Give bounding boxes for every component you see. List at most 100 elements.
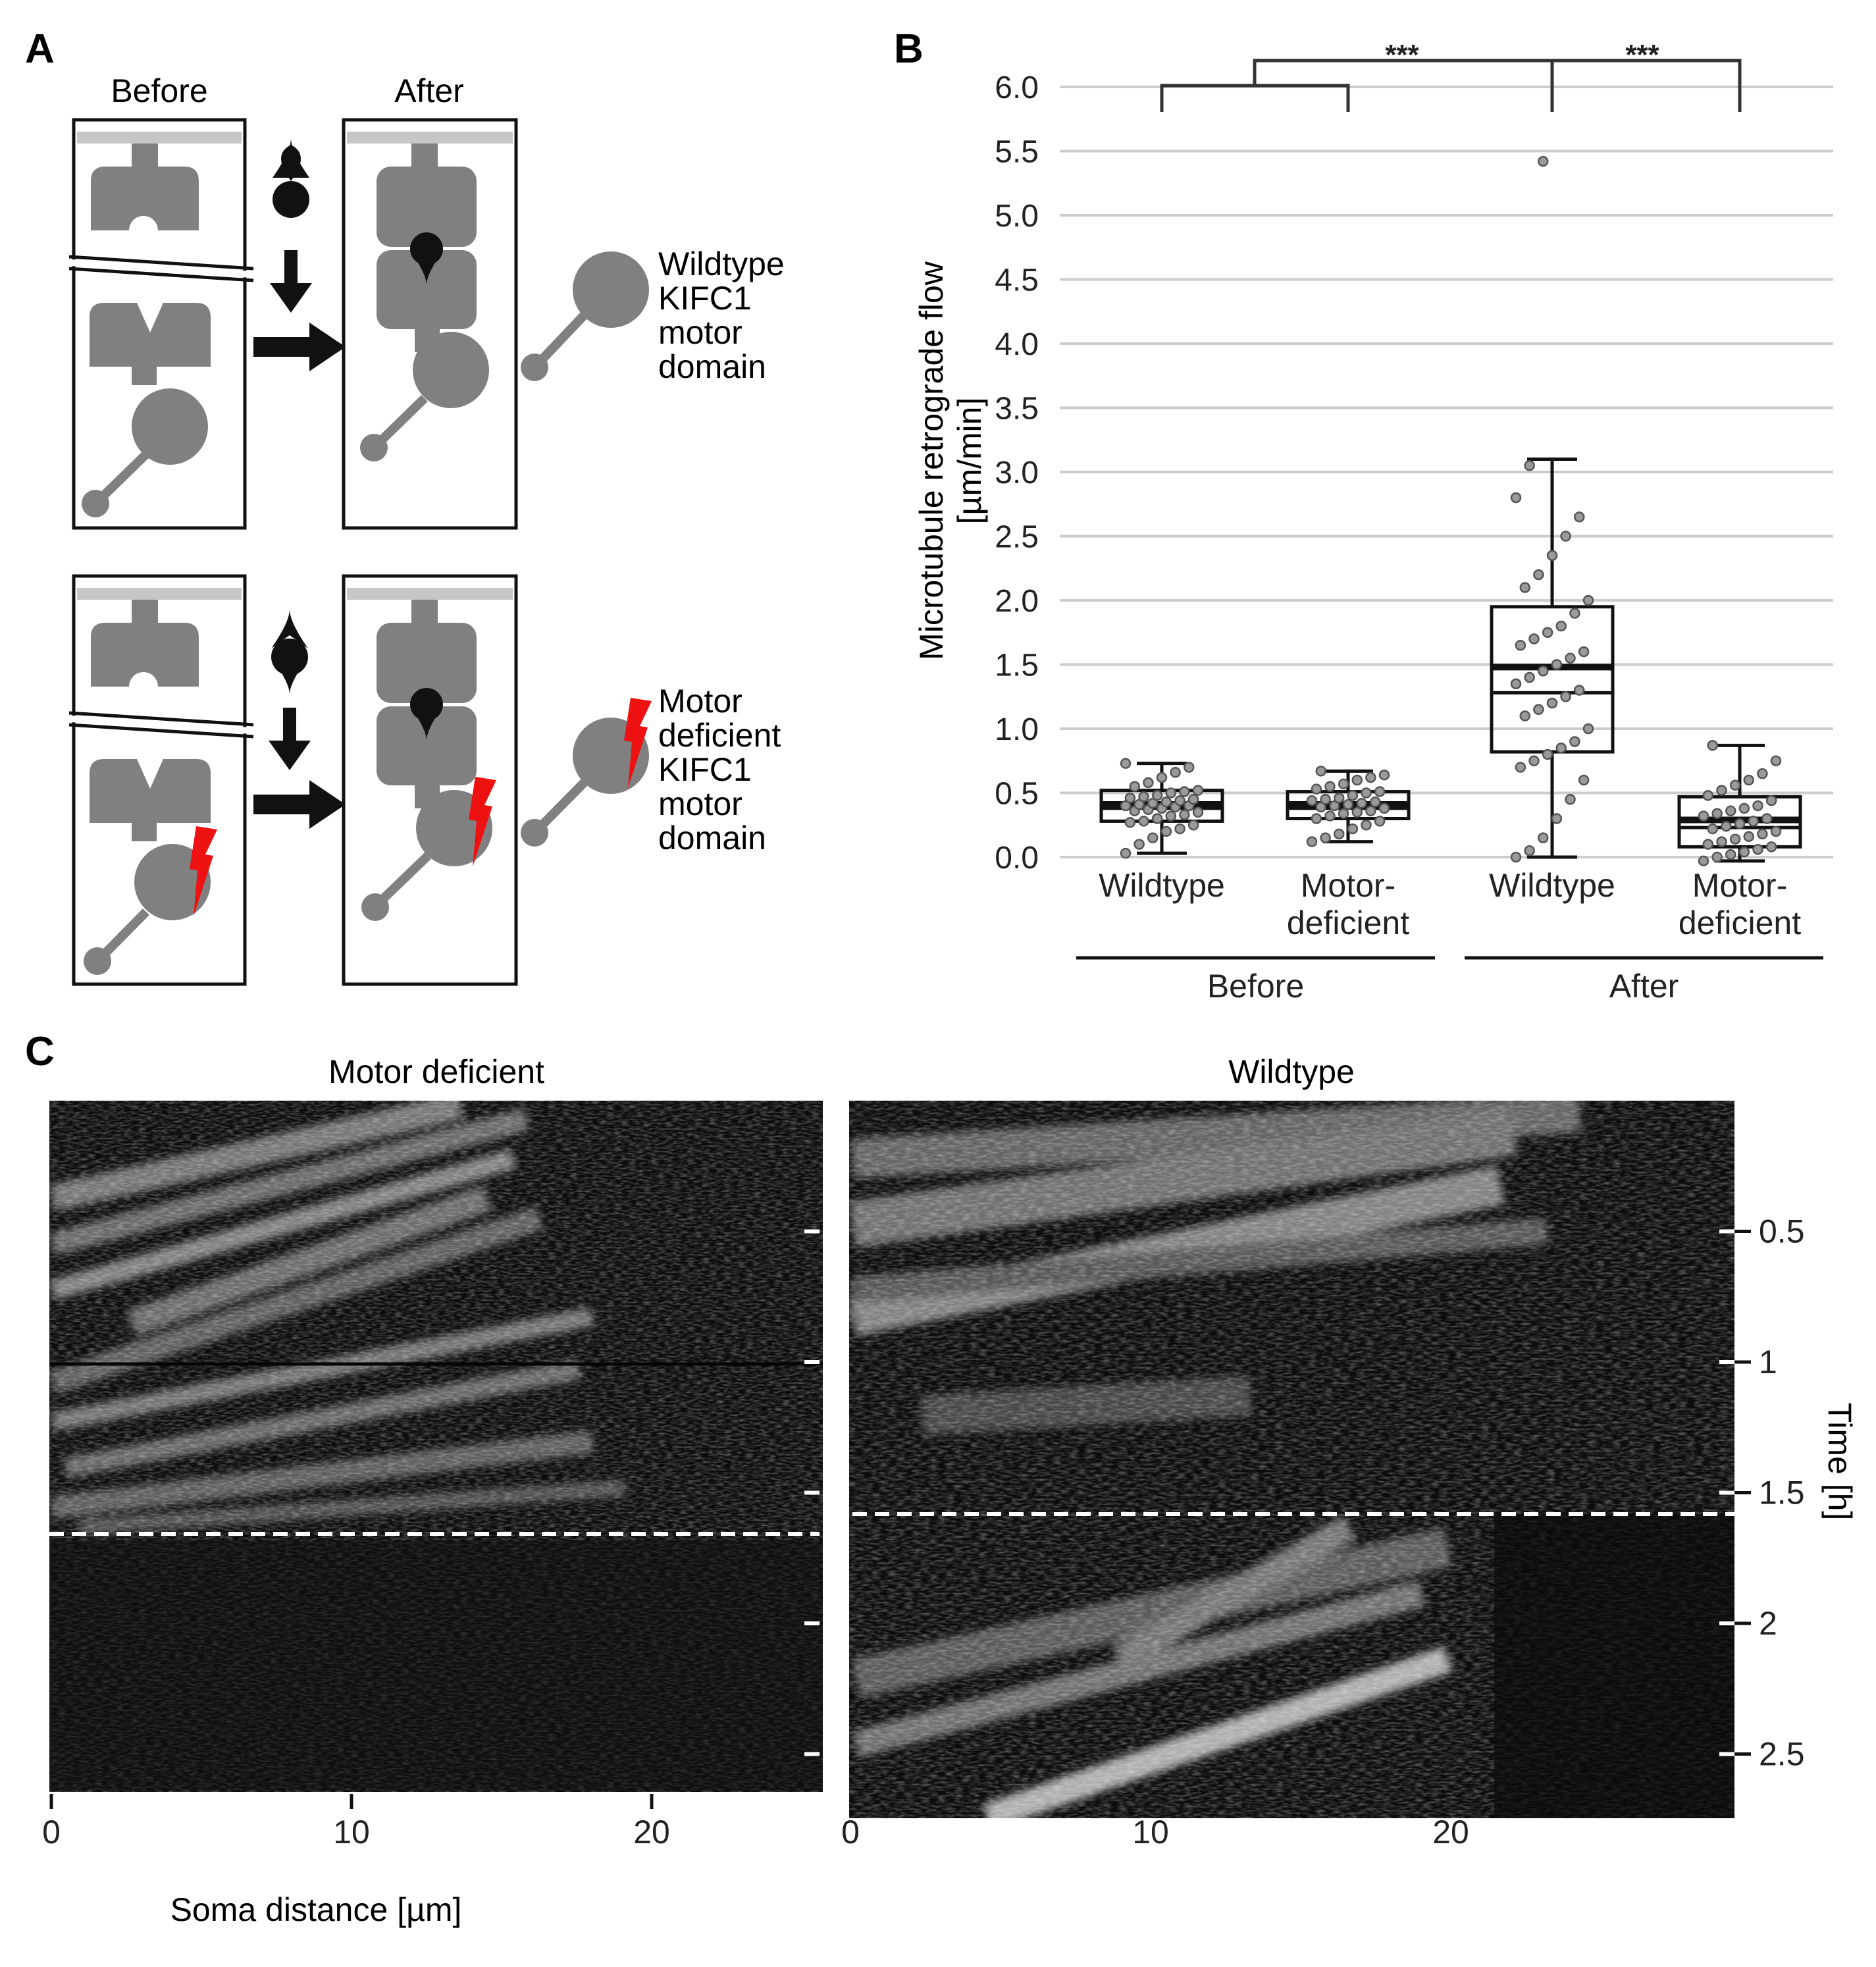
x-tick-label: 0 — [841, 1814, 860, 1850]
kymograph-title-motor-deficient: Motor deficient — [328, 1053, 544, 1090]
group-labels: Before After — [1076, 956, 1823, 1005]
data-point — [1329, 800, 1340, 812]
data-point — [1192, 806, 1204, 818]
y-tick-label: 2.5 — [1759, 1736, 1805, 1773]
data-point — [1365, 805, 1376, 817]
data-point — [1147, 832, 1159, 843]
data-point — [1702, 839, 1714, 850]
data-point — [1510, 851, 1522, 863]
data-point — [1160, 826, 1172, 837]
data-point — [1315, 766, 1326, 777]
data-point — [1120, 758, 1132, 769]
data-point — [1765, 841, 1777, 852]
data-point — [1578, 774, 1590, 786]
x-tick-label: Motor- — [1301, 867, 1395, 904]
data-point — [1538, 666, 1549, 677]
row2-label: Motor deficient KIFC1 motor domain — [658, 683, 781, 856]
row2-label-line2: deficient — [658, 717, 781, 754]
data-point — [1729, 779, 1741, 791]
data-point — [1770, 755, 1782, 766]
data-point — [1574, 685, 1585, 696]
y-tick-label: 1.5 — [1759, 1475, 1805, 1511]
data-point — [1707, 823, 1718, 835]
data-point — [1320, 832, 1331, 843]
data-point — [1711, 808, 1723, 819]
data-point — [1510, 678, 1522, 689]
data-point — [1748, 816, 1759, 827]
x-tick-label: Wildtype — [1099, 867, 1225, 904]
data-point — [1356, 797, 1367, 809]
kymograph-motor-deficient — [49, 1101, 823, 1792]
data-point — [1515, 762, 1526, 773]
y-tick-label: 2 — [1759, 1605, 1777, 1642]
y-tick-label: 0.0 — [995, 841, 1039, 876]
data-point — [1551, 813, 1563, 824]
x-tick-label: deficient — [1287, 905, 1409, 941]
x-tick-label: 10 — [333, 1814, 370, 1850]
data-point — [1138, 791, 1149, 802]
data-point — [1542, 627, 1553, 638]
data-point — [1351, 806, 1363, 818]
box-plot: 0.00.51.01.52.02.53.03.54.04.55.05.56.0 … — [913, 39, 1833, 1005]
data-point — [1524, 845, 1535, 856]
x-tick-label: 20 — [1432, 1814, 1469, 1850]
data-point — [1721, 820, 1732, 832]
y-tick-label: 0.5 — [995, 777, 1039, 812]
data-point — [1510, 492, 1522, 504]
row2-label-line3: KIFC1 — [658, 751, 752, 788]
data-point — [1761, 813, 1773, 824]
row1-label: Wildtype KIFC1 motor domain — [658, 246, 785, 385]
after-box-wildtype — [342, 118, 518, 530]
data-point — [1716, 836, 1727, 847]
data-point — [1770, 826, 1782, 837]
panel-a-schematic: Before After — [68, 72, 785, 986]
data-point — [1151, 813, 1163, 824]
data-point — [1351, 774, 1363, 786]
data-point — [1192, 785, 1204, 796]
data-point — [1311, 813, 1322, 824]
y-tick-label: 2.5 — [995, 520, 1039, 555]
data-point — [1160, 796, 1172, 808]
y-axis-label-time: Time [h] — [1821, 1403, 1858, 1521]
data-point — [1565, 652, 1576, 664]
data-point — [1187, 794, 1199, 805]
data-point — [1187, 820, 1199, 831]
motor-deficient-domain-icon — [521, 698, 652, 847]
data-point — [1582, 594, 1594, 606]
y-axis-label-line2: [µm/min] — [951, 398, 988, 525]
data-point — [1311, 783, 1322, 795]
row2-label-line5: domain — [658, 820, 766, 856]
wildtype-motor-domain-icon — [521, 251, 649, 381]
group-label: Before — [1207, 968, 1304, 1005]
data-point — [1702, 790, 1714, 801]
data-point — [1738, 846, 1750, 858]
panel-label-b: B — [894, 26, 924, 72]
data-point — [1729, 833, 1741, 845]
data-point — [1725, 849, 1736, 860]
data-point — [1374, 816, 1386, 827]
data-point — [1716, 785, 1727, 796]
data-point — [1378, 769, 1390, 781]
boxes — [1099, 155, 1802, 867]
data-point — [1124, 817, 1136, 828]
data-point — [1725, 805, 1736, 817]
kymograph-axes: 0 10 20 0 10 20 0.5 1 1.5 2 2.5 — [42, 1213, 1804, 1851]
data-point — [1124, 793, 1136, 804]
data-point — [1734, 818, 1746, 829]
data-point — [1143, 777, 1154, 789]
data-point — [1524, 671, 1535, 683]
data-point — [1546, 550, 1558, 561]
data-point — [1519, 710, 1530, 721]
data-point — [1165, 810, 1176, 822]
data-point — [1578, 646, 1590, 658]
data-point — [1179, 809, 1190, 820]
data-point — [1738, 802, 1750, 814]
data-point — [1542, 748, 1553, 760]
data-point — [1338, 778, 1349, 790]
data-point — [1306, 836, 1318, 847]
data-point — [1574, 511, 1585, 523]
row1-label-line3: motor — [658, 314, 743, 351]
data-point — [1551, 659, 1563, 670]
box-before-1 — [1286, 766, 1411, 847]
data-point — [1378, 802, 1390, 814]
